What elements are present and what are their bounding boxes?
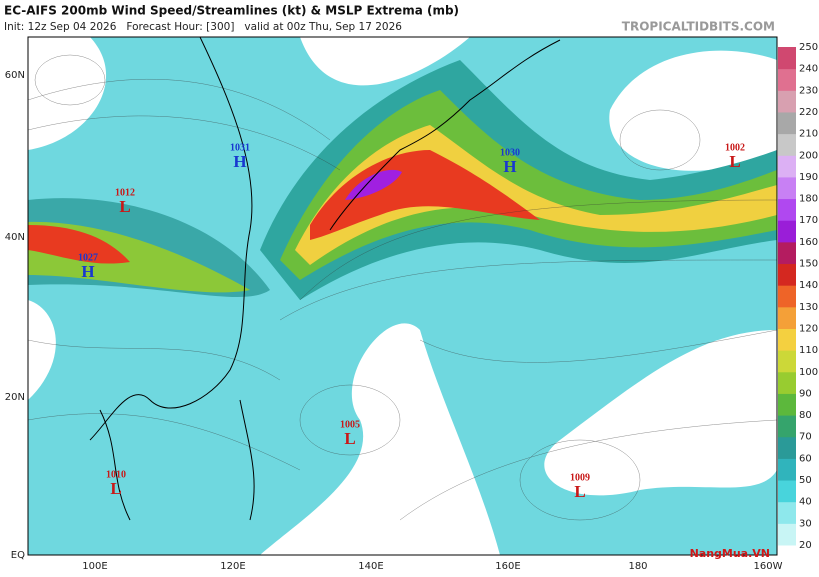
colorbar-segment: [778, 328, 796, 351]
colorbar-tick-label: 40: [799, 497, 812, 508]
colorbar-tick-label: 250: [799, 42, 818, 53]
pressure-letter: H: [233, 152, 246, 171]
pressure-value: 1027: [78, 252, 98, 263]
colorbar-tick-label: 230: [799, 85, 818, 96]
colorbar-tick-label: 160: [799, 237, 818, 248]
lon-label: 100E: [82, 561, 107, 572]
pressure-value: 1005: [340, 419, 360, 430]
colorbar-tick-label: 220: [799, 107, 818, 118]
pressure-letter: H: [81, 262, 94, 281]
colorbar-segment: [778, 285, 796, 308]
colorbar-segment: [778, 176, 796, 200]
lon-label: 180: [628, 561, 647, 572]
colorbar-tick-label: 170: [799, 215, 818, 226]
subtitle: Init: 12z Sep 04 2026 Forecast Hour: [30…: [4, 21, 402, 33]
colorbar-segment: [778, 111, 796, 135]
colorbar-segment: [778, 263, 796, 286]
colorbar-segment: [778, 68, 796, 91]
colorbar-segment: [778, 306, 796, 329]
colorbar-tick-label: 120: [799, 323, 818, 334]
colorbar-tick-label: 150: [799, 259, 818, 270]
site-name: TROPICALTIDBITS.COM: [622, 20, 775, 34]
colorbar-segment: [778, 480, 796, 503]
pressure-value: 1002: [725, 142, 745, 153]
colorbar-tick-label: 50: [799, 475, 812, 486]
lat-label: 40N: [5, 232, 25, 243]
pressure-letter: L: [119, 197, 130, 216]
colorbar-segment: [778, 198, 796, 221]
colorbar-tick-label: 110: [799, 345, 818, 356]
pressure-letter: L: [574, 482, 585, 501]
colorbar-segment: [778, 436, 796, 459]
pressure-letter: H: [503, 157, 516, 176]
colorbar-segment: [778, 220, 796, 243]
pressure-value: 1030: [500, 147, 520, 158]
pressure-value: 1009: [570, 472, 590, 483]
pressure-value: 1012: [115, 187, 135, 198]
colorbar-tick-label: 210: [799, 129, 818, 140]
colorbar-tick-label: 60: [799, 453, 812, 464]
lat-label: EQ: [11, 550, 25, 561]
lon-label: 140E: [358, 561, 383, 572]
colorbar-tick-label: 140: [799, 280, 818, 291]
map: [28, 37, 777, 555]
colorbar-tick-label: 130: [799, 302, 818, 313]
colorbar-segment: [778, 155, 796, 178]
colorbar-segment: [778, 47, 796, 70]
lon-label: 120E: [220, 561, 245, 572]
colorbar-tick-label: 90: [799, 388, 812, 399]
title: EC-AIFS 200mb Wind Speed/Streamlines (kt…: [4, 4, 459, 18]
colorbar-tick-label: 20: [799, 540, 812, 551]
colorbar-segment: [778, 241, 796, 265]
watermark: NangMua.VN: [690, 547, 770, 560]
colorbar-segment: [778, 393, 796, 416]
lat-label: 20N: [5, 392, 25, 403]
colorbar-segment: [778, 371, 796, 394]
colorbar-tick-label: 190: [799, 172, 818, 183]
colorbar-tick-label: 80: [799, 410, 812, 421]
coastlines: [89, 37, 561, 521]
colorbar-tick-label: 180: [799, 194, 818, 205]
pressure-letter: L: [344, 429, 355, 448]
map-frame: [27, 36, 778, 556]
colorbar-segment: [778, 90, 796, 113]
colorbar-segment: [778, 133, 796, 156]
pressure-value: 1010: [106, 469, 126, 480]
lon-label: 160E: [495, 561, 520, 572]
colorbar-tick-label: 100: [799, 367, 818, 378]
colorbar-tick-label: 70: [799, 432, 812, 443]
colorbar-segment: [778, 350, 796, 373]
pressure-letter: L: [729, 152, 740, 171]
streamlines: [28, 54, 777, 521]
pressure-value: 1031: [230, 142, 250, 153]
colorbar-tick-label: 30: [799, 518, 812, 529]
colorbar-segment: [778, 415, 796, 438]
lat-label: 60N: [5, 70, 25, 81]
pressure-letter: L: [110, 479, 121, 498]
colorbar-tick-label: 200: [799, 150, 818, 161]
colorbar-segment: [778, 458, 796, 481]
colorbar-tick-label: 240: [799, 64, 818, 75]
colorbar-segment: [778, 523, 796, 546]
colorbar-segment: [778, 501, 796, 524]
lon-label: 160W: [754, 561, 783, 572]
